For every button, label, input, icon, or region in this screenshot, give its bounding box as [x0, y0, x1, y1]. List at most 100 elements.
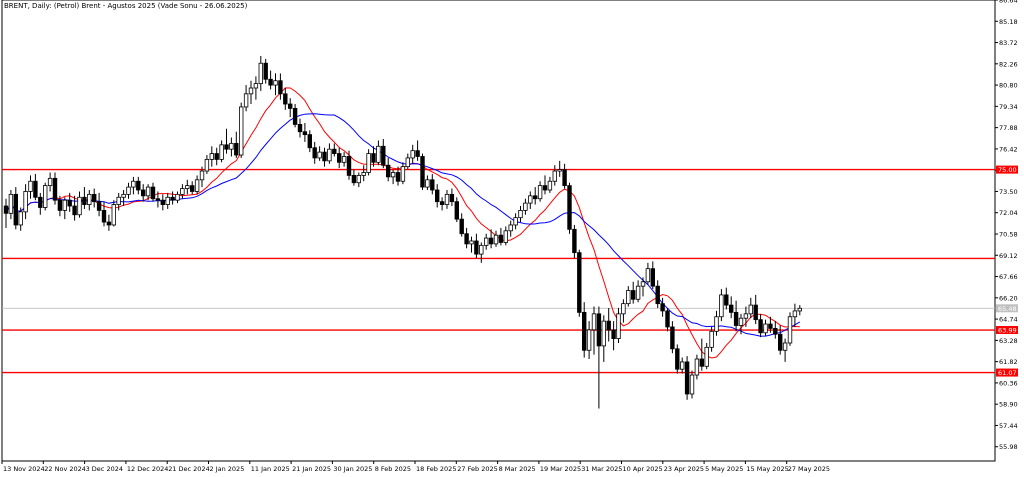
candle-body — [640, 281, 646, 287]
candle-body — [219, 144, 224, 160]
candle-body — [150, 186, 156, 200]
candle-body — [170, 196, 175, 201]
candle-body — [631, 290, 636, 300]
candle-body — [82, 196, 87, 205]
candle-body — [116, 196, 121, 205]
candle-body — [626, 290, 631, 305]
candle-body — [28, 180, 33, 192]
candle-body — [425, 179, 430, 188]
candle-body — [283, 93, 288, 105]
candle-body — [390, 172, 396, 178]
candle-body — [400, 166, 406, 182]
candle-body — [729, 304, 734, 313]
candle-body — [106, 221, 112, 226]
candle-body — [322, 151, 327, 162]
candle-body — [459, 218, 464, 235]
candle-body — [185, 185, 190, 189]
candle-body — [719, 294, 724, 318]
candle-body — [508, 224, 513, 232]
y-tick-label: 79.34 — [999, 103, 1018, 111]
candle-body — [733, 311, 739, 326]
candle-body — [562, 169, 567, 187]
x-tick-label: 15 May 2025 — [746, 465, 788, 473]
candle-body — [224, 144, 229, 150]
x-tick-label: 23 Apr 2025 — [664, 465, 704, 473]
candle-body — [160, 199, 165, 205]
candle-body — [395, 172, 401, 182]
candle-body — [709, 330, 714, 348]
candle-body — [748, 304, 753, 315]
y-tick-label: 77.88 — [999, 124, 1018, 132]
x-tick-label: 18 Feb 2025 — [416, 465, 456, 473]
candle-body — [787, 316, 793, 344]
candle-body — [724, 294, 729, 306]
candle-body — [62, 199, 67, 211]
candle-body — [635, 285, 641, 300]
candle-body — [101, 209, 107, 223]
candle-body — [743, 313, 749, 319]
candle-body — [92, 193, 97, 203]
candle-body — [253, 83, 259, 89]
level-label-box — [996, 326, 1018, 335]
candle-body — [297, 124, 303, 133]
candle-body — [444, 193, 450, 205]
candle-body — [616, 313, 621, 340]
candle-body — [18, 211, 23, 226]
candle-body — [3, 205, 9, 214]
candle-body — [503, 230, 508, 243]
candle-body — [175, 193, 180, 201]
y-tick-label: 57.44 — [999, 422, 1018, 430]
candle-body — [238, 106, 244, 156]
candle-body — [405, 157, 410, 168]
candle-body — [493, 234, 499, 245]
candle-body — [660, 303, 665, 312]
candle-body — [111, 204, 116, 226]
candle-body — [278, 80, 283, 95]
chart-title: BRENT, Daily: (Petrol) Brent - Agustos 2… — [4, 2, 248, 10]
candle-body — [415, 150, 420, 157]
candle-body — [582, 311, 587, 351]
candle-body — [704, 346, 709, 367]
x-tick-label: 3 Dec 2024 — [86, 465, 123, 473]
candle-body — [601, 320, 606, 347]
candle-body — [645, 268, 651, 283]
candle-body — [596, 313, 602, 347]
candle-body — [537, 185, 543, 200]
candle-body — [356, 175, 361, 184]
candle-body — [621, 303, 626, 315]
candle-body — [454, 201, 459, 220]
candle-body — [498, 234, 504, 243]
candle-body — [292, 108, 298, 125]
candle-body — [204, 158, 210, 172]
level-label: 75.00 — [998, 166, 1017, 174]
candle-body — [317, 151, 322, 159]
candle-body — [528, 195, 533, 204]
candle-body — [665, 310, 670, 328]
level-label: 61.07 — [998, 369, 1017, 377]
candle-body — [121, 193, 126, 198]
candle-body — [209, 153, 214, 160]
candle-body — [361, 172, 366, 176]
candle-body — [758, 319, 763, 334]
candle-body — [689, 374, 695, 395]
x-tick-label: 5 May 2025 — [705, 465, 743, 473]
candle-body — [126, 186, 131, 195]
y-tick-label: 55.98 — [999, 443, 1018, 451]
candle-body — [557, 169, 562, 172]
candle-body — [67, 199, 72, 207]
candle-body — [351, 175, 357, 184]
y-tick-label: 86.64 — [999, 0, 1018, 5]
current-price-box — [996, 304, 1018, 313]
candle-body — [385, 164, 391, 178]
candle-body — [199, 170, 205, 181]
x-tick-label: 31 Mar 2025 — [581, 465, 622, 473]
candle-body — [96, 201, 102, 211]
candle-body — [768, 323, 773, 329]
y-tick-label: 70.58 — [999, 230, 1018, 238]
candle-body — [307, 134, 312, 149]
candle-body — [439, 201, 445, 205]
y-tick-label: 85.18 — [999, 18, 1018, 26]
candle-body — [782, 342, 788, 351]
